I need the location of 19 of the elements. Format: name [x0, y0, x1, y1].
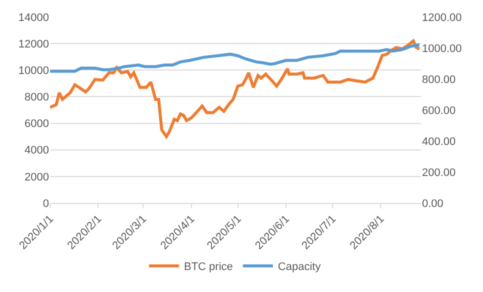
legend-label: BTC price [184, 261, 233, 274]
y-tick-label: 0 [42, 198, 49, 210]
line-series [50, 43, 421, 73]
legend-label: Capacity [278, 261, 322, 274]
line-series [50, 39, 421, 138]
y-tick-label: 4000 [24, 144, 49, 157]
y2-tick-label: 0.00 [422, 198, 444, 210]
y-tick-label: 14000 [18, 12, 49, 24]
y-tick-label: 10000 [18, 64, 49, 77]
y2-tick-label: 600.00 [422, 104, 456, 117]
y2-tick-label: 1200.00 [422, 12, 462, 24]
y2-tick-label: 400.00 [422, 136, 456, 148]
y2-tick-label: 200.00 [422, 166, 456, 179]
y-tick-label: 8000 [24, 92, 49, 104]
y-tick-label: 12000 [18, 38, 49, 50]
y-tick-label: 2000 [24, 171, 49, 184]
y2-tick-label: 800.00 [422, 74, 456, 86]
y2-tick-label: 1000.00 [422, 42, 462, 55]
y-tick-label: 6000 [24, 118, 49, 130]
